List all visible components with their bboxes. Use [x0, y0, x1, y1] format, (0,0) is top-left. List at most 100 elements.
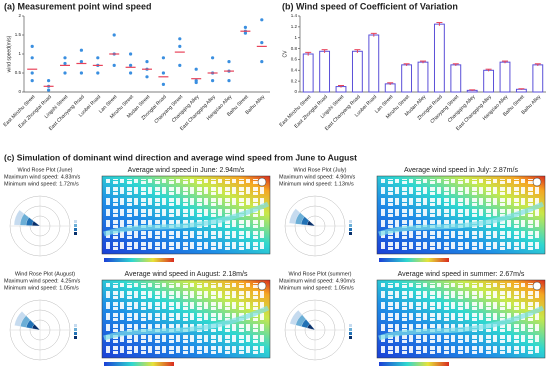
rose-legend-swatch	[74, 220, 77, 223]
avg-speed-label: Average wind speed in July:	[404, 167, 491, 174]
rose-legend-swatch	[349, 324, 352, 327]
data-point	[145, 60, 149, 64]
data-point	[243, 31, 247, 35]
rose-legend-swatch	[74, 224, 77, 227]
data-point	[129, 71, 133, 75]
rose-legend-swatch	[349, 220, 352, 223]
data-point	[129, 63, 133, 67]
rose-legend-swatch	[74, 228, 77, 231]
error-bar	[403, 63, 410, 66]
avg-speed-label: Average wind speed in August:	[125, 271, 221, 278]
rose-wedge	[307, 323, 316, 331]
rose-legend-swatch	[349, 336, 352, 339]
data-point	[79, 71, 83, 75]
data-point	[30, 44, 34, 49]
north-arrow	[532, 177, 542, 187]
error-bar	[387, 82, 394, 85]
map-frame	[101, 175, 271, 255]
rose-title: Wind Rose Plot (summer)	[289, 271, 352, 277]
avg-speed-value: 2.94m/s	[219, 167, 244, 174]
data-point	[178, 63, 182, 67]
map-frame	[101, 279, 271, 359]
y-tick-label: 0.6	[291, 57, 298, 62]
map-frame	[376, 279, 546, 359]
north-arrow	[532, 281, 542, 291]
sim-panel: Wind Rose Plot (summer)Maximum wind spee…	[279, 271, 546, 366]
data-point	[194, 67, 198, 71]
rose-legend-swatch	[74, 332, 77, 335]
data-point	[79, 48, 83, 52]
error-bar	[469, 89, 476, 91]
avg-speed-label: Average wind speed in summer:	[398, 271, 498, 278]
wind-channel	[103, 201, 270, 237]
error-bar	[305, 51, 312, 56]
rose-legend-swatch	[349, 228, 352, 231]
y-tick-label: 0	[294, 89, 297, 94]
bar	[302, 53, 314, 93]
error-bar	[534, 63, 541, 66]
max-speed-value: 4.25m/s	[61, 278, 81, 284]
bar	[433, 23, 445, 93]
rose-legend-swatch	[349, 224, 352, 227]
rose-legend-swatch	[349, 328, 352, 331]
min-speed-value: 1.13m/s	[334, 181, 354, 187]
wind-channel	[378, 305, 545, 341]
bar	[499, 61, 511, 93]
avg-speed-value: 2.67m/s	[499, 271, 524, 278]
rose-wedge	[31, 220, 41, 227]
sim-panel: Wind Rose Plot (July)Maximum wind speed:…	[279, 167, 546, 262]
min-speed-label: Minimum wind speed:	[4, 285, 58, 291]
error-bar	[321, 49, 328, 53]
data-point	[96, 71, 100, 75]
data-point	[47, 88, 51, 92]
data-point	[30, 71, 34, 75]
rose-wedge	[306, 220, 316, 227]
max-speed-label: Maximum wind speed:	[279, 278, 334, 284]
color-bar	[104, 258, 174, 262]
bar	[351, 50, 363, 93]
min-speed-value: 1.05m/s	[334, 285, 354, 291]
data-point	[47, 79, 51, 83]
rose-title: Wind Rose Plot (July)	[294, 167, 347, 173]
y-tick-label: 0.4	[291, 67, 298, 72]
y-tick-label: 1.5	[15, 32, 22, 37]
max-speed-value: 4.83m/s	[61, 174, 81, 180]
max-speed-label: Maximum wind speed:	[4, 174, 59, 180]
rose-legend-swatch	[349, 232, 352, 235]
max-speed-value: 4.90m/s	[336, 278, 356, 284]
data-point	[161, 82, 165, 86]
panel-b-title: (b) Wind speed of Coefficient of Variati…	[282, 1, 458, 11]
color-bar	[379, 362, 449, 366]
sim-panel: Wind Rose Plot (August)Maximum wind spee…	[4, 271, 271, 366]
error-bar	[354, 49, 361, 53]
data-point	[63, 71, 67, 75]
y-tick-label: 1.4	[291, 13, 298, 18]
rose-legend-swatch	[74, 232, 77, 235]
min-speed-value: 1.05m/s	[59, 285, 79, 291]
data-point	[260, 18, 264, 22]
y-tick-label: 0.8	[291, 46, 298, 51]
north-arrow	[257, 177, 267, 187]
data-point	[161, 71, 165, 75]
max-speed-label: Maximum wind speed:	[279, 174, 334, 180]
rose-legend-swatch	[74, 336, 77, 339]
data-point	[63, 56, 67, 60]
error-bar	[420, 60, 426, 64]
data-point	[227, 79, 231, 83]
max-speed-value: 4.90m/s	[336, 174, 356, 180]
bar	[417, 61, 429, 93]
map-frame	[376, 175, 546, 255]
avg-speed-value: 2.87m/s	[493, 167, 518, 174]
data-point	[211, 79, 215, 83]
rose-title: Wind Rose Plot (August)	[15, 271, 75, 277]
max-speed-label: Maximum wind speed:	[4, 278, 59, 284]
rose-legend-swatch	[74, 328, 77, 331]
y-tick-label: 0.5	[15, 70, 22, 75]
y-tick-label: 1.2	[291, 24, 298, 29]
sim-panel: Wind Rose Plot (June)Maximum wind speed:…	[4, 167, 271, 262]
rose-legend-swatch	[74, 324, 77, 327]
y-tick-label: 1	[18, 51, 21, 56]
avg-speed-label: Average wind speed in June:	[128, 167, 218, 174]
color-bar	[379, 258, 449, 262]
